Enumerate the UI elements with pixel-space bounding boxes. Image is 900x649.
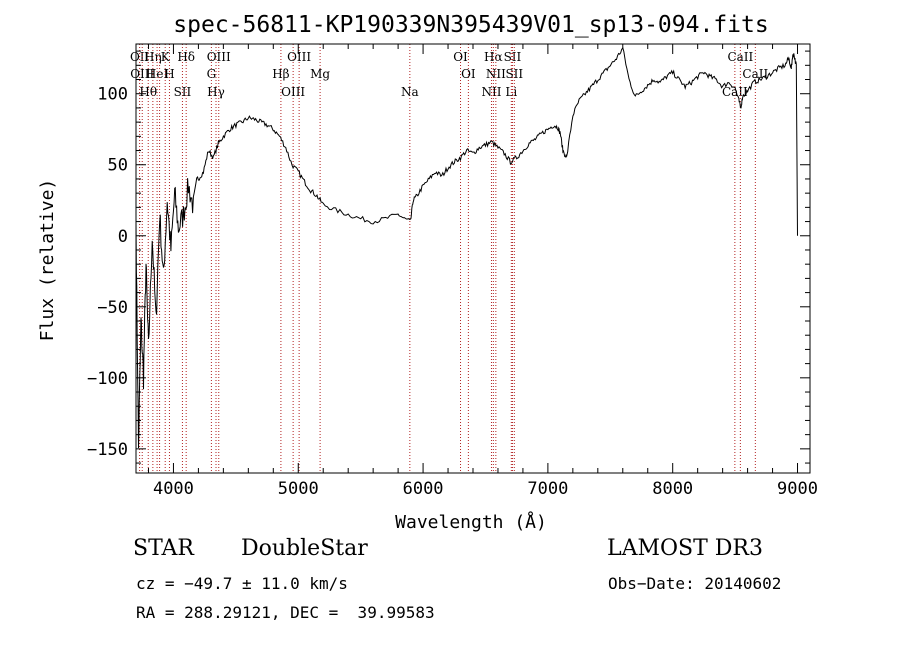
x-tick-label: 5000	[278, 479, 319, 499]
axes: 4000 5000 6000 7000 8000 9000 −150 −100 −50 0 50 10…	[87, 43, 818, 499]
line-label: CaII	[742, 67, 768, 81]
line-label: K	[161, 50, 171, 64]
line-label: SII	[505, 67, 523, 81]
y-tick-label: −100	[87, 369, 128, 389]
emission-line-markers: OIIOIIIHθHηHeIKHSIIHδGHγOIIIHβOIIIOIIIMg…	[130, 44, 768, 473]
line-label: NII	[481, 85, 501, 99]
spectrum-line	[135, 46, 798, 449]
chart-title: spec-56811-KP190339N395439V01_sp13-094.f…	[173, 12, 768, 38]
redshift-value: cz = −49.7 ± 11.0 km/s	[136, 574, 348, 593]
observation-date: Obs−Date: 20140602	[608, 574, 782, 593]
line-label: OI	[453, 50, 468, 64]
object-subclass: DoubleStar	[241, 536, 368, 561]
line-label: NII	[486, 67, 506, 81]
line-label: HeI	[146, 67, 169, 81]
line-label: Hγ	[207, 85, 225, 99]
line-label: OIII	[207, 50, 231, 64]
line-label: Hθ	[139, 85, 157, 99]
line-label: OIII	[281, 85, 305, 99]
series-layer	[135, 46, 798, 449]
plot-frame	[135, 43, 811, 474]
line-label: SII	[174, 85, 192, 99]
line-label: Hα	[484, 50, 503, 64]
x-tick-label: 9000	[777, 479, 818, 499]
line-label: SII	[504, 50, 522, 64]
y-tick-label: 50	[108, 156, 128, 176]
line-label: OII	[130, 50, 150, 64]
line-label: Mg	[310, 67, 330, 81]
coordinates: RA = 288.29121, DEC = 39.99583	[136, 603, 435, 622]
line-label: Hβ	[272, 67, 289, 81]
y-tick-label: −50	[97, 298, 128, 318]
x-tick-label: 8000	[652, 479, 693, 499]
y-tick-label: 100	[97, 85, 128, 105]
y-tick-label: −150	[87, 440, 128, 460]
line-label: Hη	[144, 50, 162, 64]
line-label: Li	[505, 85, 517, 99]
line-label: CaII	[727, 50, 753, 64]
line-label: OI	[461, 67, 476, 81]
line-label: OIII	[287, 50, 311, 64]
line-label: G	[207, 67, 217, 81]
x-tick-label: 6000	[403, 479, 444, 499]
object-class: STAR	[133, 536, 194, 561]
y-axis-label: Flux (relative)	[37, 179, 58, 342]
survey-name: LAMOST DR3	[607, 536, 763, 561]
line-label: CaII	[722, 85, 748, 99]
y-tick-label: 0	[118, 227, 128, 247]
line-label: Na	[401, 85, 419, 99]
line-label: H	[164, 67, 174, 81]
x-axis-label: Wavelength (Å)	[395, 511, 547, 533]
x-tick-label: 4000	[153, 479, 194, 499]
x-tick-label: 7000	[527, 479, 568, 499]
line-label: Hδ	[177, 50, 195, 64]
